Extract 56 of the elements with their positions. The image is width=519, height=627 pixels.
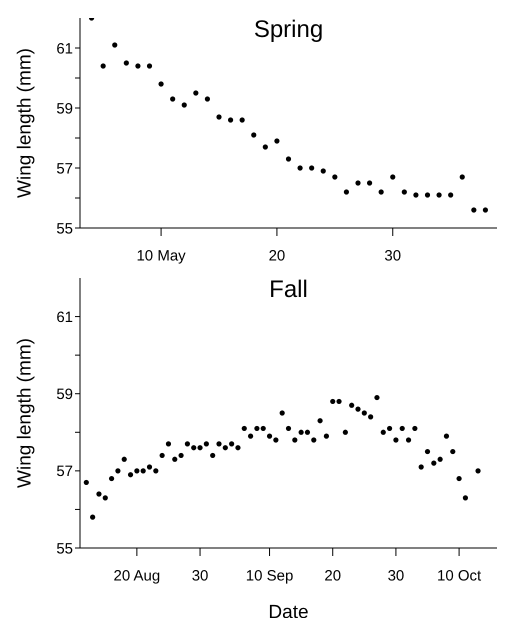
point (262, 144, 268, 150)
x-axis-title: Date (268, 602, 309, 623)
chart-title: Fall (268, 276, 309, 304)
y-tick-label: 57 (56, 463, 73, 480)
x-tick-label: 20 (268, 248, 286, 265)
y-tick-label: 55 (56, 220, 73, 238)
y-tick-label: 57 (56, 160, 73, 178)
chart-title: Spring (252, 16, 324, 44)
point (193, 90, 198, 96)
point (146, 63, 152, 69)
point (135, 63, 141, 69)
point (286, 156, 292, 162)
point (424, 192, 430, 198)
y-tick-label: 61 (56, 308, 73, 326)
y-tick-label: 59 (56, 386, 73, 404)
point (390, 174, 396, 180)
point (355, 180, 361, 186)
point (158, 81, 164, 87)
point (124, 60, 129, 66)
point (471, 207, 476, 213)
y-tick-label: 59 (56, 100, 73, 118)
point (240, 117, 245, 123)
point (182, 102, 187, 108)
point (448, 192, 454, 198)
point (413, 192, 419, 198)
x-tick-label: 10 Sep (246, 568, 294, 585)
point (320, 168, 326, 174)
point (436, 192, 442, 198)
point (100, 63, 106, 69)
y-axis-title: Wing length (mm) (14, 48, 36, 198)
x-tick-label: 10 Oct (436, 568, 482, 585)
point (378, 189, 384, 195)
point (228, 117, 234, 123)
x-tick-label: 20 Aug (114, 568, 160, 585)
point (170, 96, 176, 102)
point (344, 189, 350, 195)
point (366, 180, 372, 186)
point (402, 189, 407, 195)
x-tick-label: 30 (388, 568, 404, 585)
point (216, 114, 222, 120)
point (332, 174, 338, 180)
y-tick-label: 55 (56, 540, 73, 558)
x-tick-label: 20 (324, 568, 342, 585)
x-tick-label: 10 May (136, 248, 186, 265)
point (482, 207, 488, 213)
x-tick-label: 30 (384, 248, 402, 265)
y-axis-title: Wing length (mm) (14, 338, 36, 488)
x-tick-label: 30 (192, 568, 208, 585)
point (297, 165, 303, 171)
point (204, 96, 210, 102)
point (251, 132, 256, 138)
point (274, 138, 280, 144)
y-tick-label: 61 (56, 40, 73, 58)
point (460, 174, 465, 180)
point (309, 165, 314, 171)
point (112, 42, 118, 48)
